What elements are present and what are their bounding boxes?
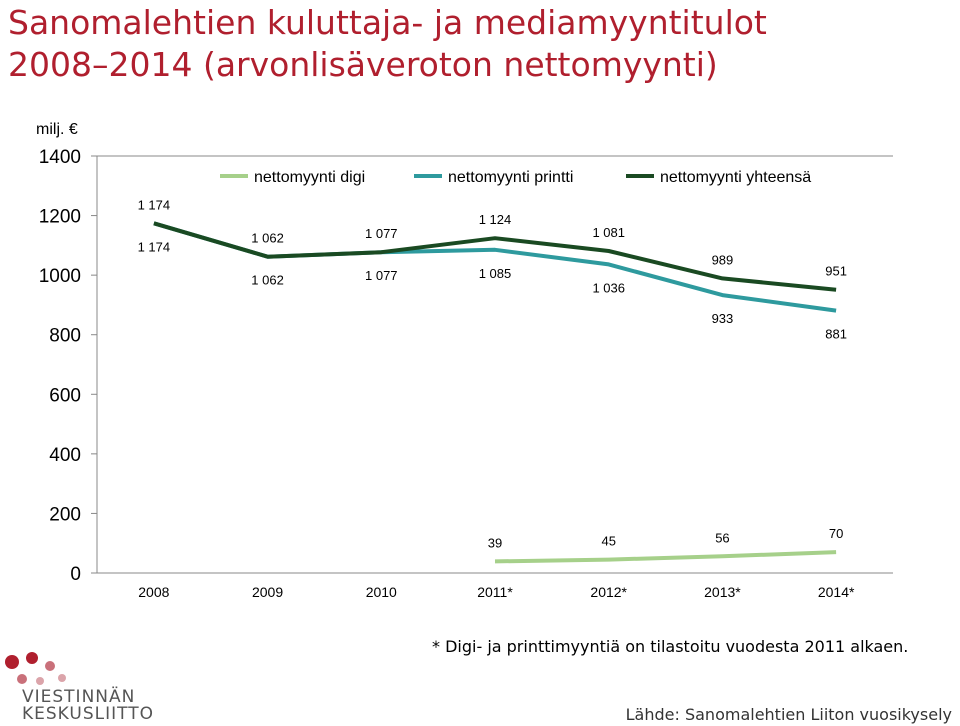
logo-text-line-2: KESKUSLIITTO [22, 704, 154, 722]
x-tick-label: 2012* [590, 584, 627, 600]
y-tick-label: 1200 [39, 207, 81, 228]
line-chart: 0 200 400 600 800 1000 1200 1400 milj. € 2008 2009… [36, 121, 893, 600]
data-label-yhteensa: 1 077 [365, 226, 398, 241]
legend-label: nettomyynti printti [448, 169, 573, 186]
data-label-printti: 933 [712, 311, 734, 326]
data-label-printti: 1 174 [138, 239, 171, 254]
data-label-digi: 56 [715, 530, 729, 545]
y-tick-label: 600 [49, 385, 81, 406]
y-tick-label: 200 [49, 504, 81, 525]
legend-label: nettomyynti yhteensä [660, 169, 811, 186]
source-note: Lähde: Sanomalehtien Liiton vuosikysely [625, 705, 952, 724]
data-label-yhteensa: 1 124 [479, 212, 512, 227]
x-tick-label: 2010 [366, 584, 397, 600]
x-tick-label: 2008 [138, 584, 169, 600]
series-yhteensa-line [153, 221, 837, 292]
data-label-yhteensa: 951 [825, 264, 847, 279]
x-tick-label: 2014* [818, 584, 855, 600]
data-label-digi: 45 [601, 534, 615, 549]
y-tick-label: 400 [49, 445, 81, 466]
data-label-digi: 70 [829, 526, 843, 541]
x-tick-label: 2011* [477, 584, 513, 600]
data-label-printti: 1 062 [251, 273, 284, 288]
data-label-yhteensa: 1 081 [592, 225, 625, 240]
data-label-printti: 1 077 [365, 268, 398, 283]
footnote: * Digi- ja printtimyyntiä on tilastoitu … [432, 637, 909, 656]
logo-dots-icon [5, 652, 66, 685]
y-tick-label: 1000 [39, 266, 81, 287]
chart-title: Sanomalehtien kuluttaja- ja mediamyyntit… [8, 2, 767, 86]
data-label-yhteensa: 989 [712, 252, 734, 267]
data-label-printti: 1 085 [479, 266, 512, 281]
legend-label: nettomyynti digi [254, 169, 365, 186]
title-line-2: 2008–2014 (arvonlisäveroton nettomyynti) [8, 45, 718, 84]
x-tick-label: 2013* [704, 584, 741, 600]
logo-text-line-1: VIESTINNÄN [22, 686, 135, 707]
data-label-printti: 881 [825, 327, 847, 342]
y-tick-label: 1400 [39, 147, 81, 168]
data-label-digi: 39 [488, 535, 502, 550]
y-tick-label: 0 [70, 564, 81, 585]
title-line-1: Sanomalehtien kuluttaja- ja mediamyyntit… [8, 3, 767, 42]
y-tick-label: 800 [49, 326, 81, 347]
data-label-yhteensa: 1 174 [138, 197, 171, 212]
data-label-yhteensa: 1 062 [251, 231, 284, 246]
data-label-printti: 1 036 [592, 280, 625, 295]
viestinnan-keskusliitto-logo: VIESTINNÄN KESKUSLIITTO [5, 652, 154, 722]
x-tick-label: 2009 [252, 584, 283, 600]
y-axis-unit-label: milj. € [36, 121, 78, 138]
series-digi-line [494, 550, 837, 564]
